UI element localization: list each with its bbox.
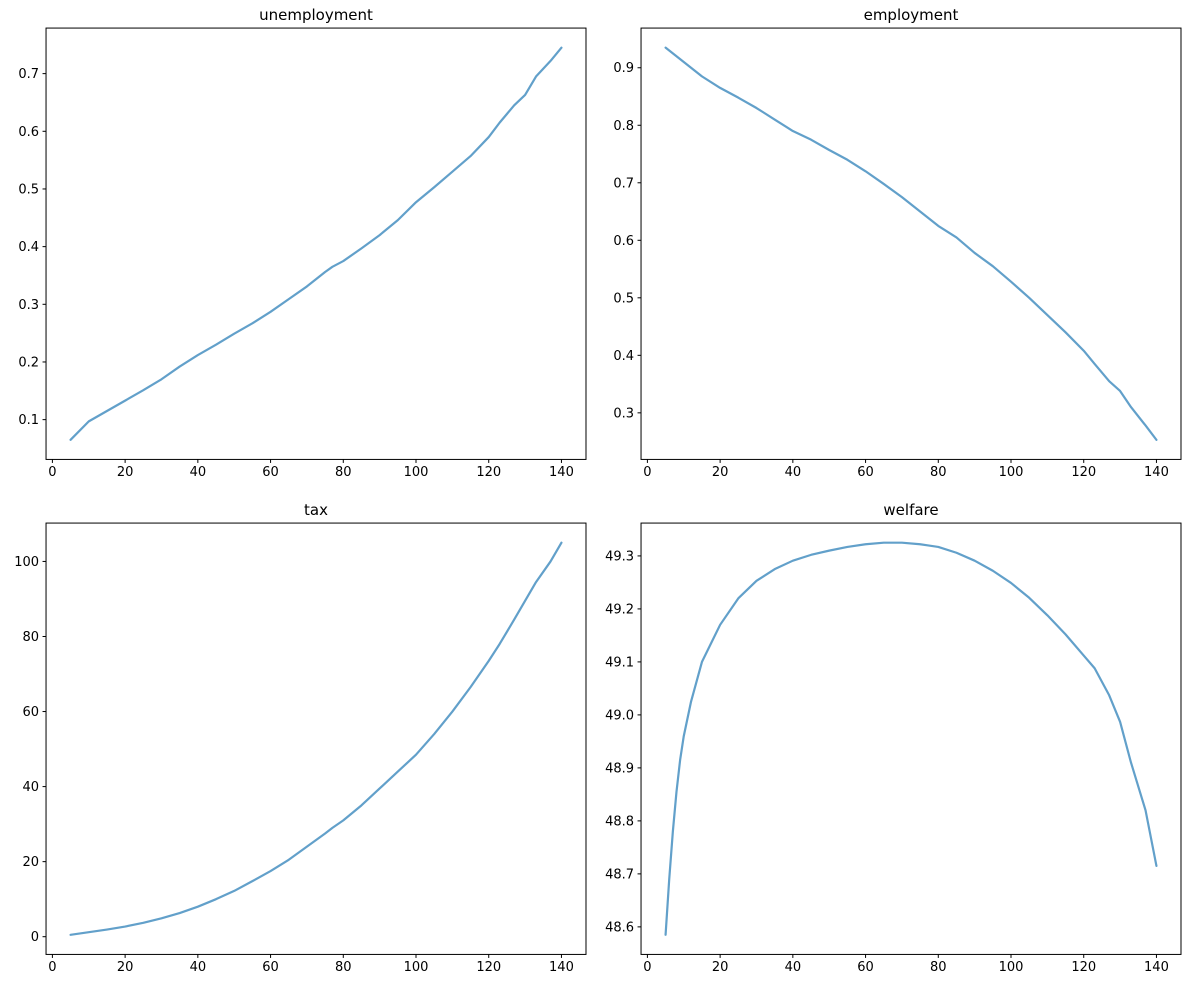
data-line-welfare <box>665 542 1156 934</box>
subplot-unemployment: unemployment 0 20 40 60 80 100 120 140 0.1 0.2 0.3… <box>0 0 595 495</box>
axes-frame <box>641 523 1181 954</box>
plot-area-tax: 0 20 40 60 80 100 120 140 0 20 40 60 80 100 <box>14 523 586 975</box>
y-tick-label: 40 <box>22 780 39 795</box>
x-tick-label: 60 <box>262 465 279 480</box>
y-tick-label: 0.3 <box>18 298 39 313</box>
x-tick-label: 140 <box>549 465 574 480</box>
x-tick-label: 100 <box>998 959 1023 974</box>
y-tick-label: 20 <box>22 855 39 870</box>
x-tick-label: 40 <box>190 959 207 974</box>
subplot-tax: tax 0 20 40 60 80 100 120 140 0 20 40 60 80 100 <box>0 495 595 990</box>
y-tick-label: 0 <box>31 930 39 945</box>
y-tick-label: 0.7 <box>613 176 634 191</box>
subplot-title-employment: employment <box>863 6 958 24</box>
y-tick-label: 0.6 <box>613 234 634 249</box>
x-tick-label: 20 <box>117 465 134 480</box>
y-tick-label: 100 <box>14 554 39 569</box>
y-tick-label: 0.6 <box>18 125 39 140</box>
subplot-title-welfare: welfare <box>883 501 938 519</box>
subplot-title-tax: tax <box>304 501 328 519</box>
x-tick-label: 120 <box>476 959 501 974</box>
x-tick-label: 100 <box>998 465 1023 480</box>
x-tick-label: 80 <box>335 959 352 974</box>
axes-frame <box>641 28 1181 459</box>
data-line-unemployment <box>71 48 562 440</box>
x-tick-label: 20 <box>117 959 134 974</box>
x-tick-label: 40 <box>784 465 801 480</box>
x-tick-label: 0 <box>48 465 56 480</box>
x-tick-label: 20 <box>711 465 728 480</box>
x-tick-label: 80 <box>930 959 947 974</box>
axes-frame <box>46 523 586 954</box>
y-tick-label: 60 <box>22 705 39 720</box>
x-tick-label: 60 <box>857 959 874 974</box>
subplot-canvas-unemployment: unemployment 0 20 40 60 80 100 120 140 0.1 0.2 0.3… <box>0 0 595 495</box>
y-tick-label: 49.1 <box>605 655 634 670</box>
x-tick-label: 0 <box>48 959 56 974</box>
y-tick-label: 48.8 <box>605 814 634 829</box>
y-tick-label: 0.4 <box>18 240 39 255</box>
x-tick-label: 60 <box>857 465 874 480</box>
y-tick-label: 49.2 <box>605 602 634 617</box>
y-tick-label: 0.3 <box>613 406 634 421</box>
x-tick-label: 140 <box>549 959 574 974</box>
x-tick-label: 40 <box>784 959 801 974</box>
y-tick-label: 49.0 <box>605 708 634 723</box>
y-tick-label: 0.5 <box>613 291 634 306</box>
plot-area-employment: 0 20 40 60 80 100 120 140 0.3 0.4 0.5 0.6 0.7 0.8 0.9 <box>613 28 1181 480</box>
x-tick-label: 140 <box>1144 465 1169 480</box>
y-tick-label: 0.9 <box>613 61 634 76</box>
y-tick-label: 0.8 <box>613 119 634 134</box>
x-tick-label: 80 <box>930 465 947 480</box>
x-tick-label: 40 <box>190 465 207 480</box>
x-tick-label: 20 <box>711 959 728 974</box>
axes-frame <box>46 28 586 459</box>
x-tick-label: 100 <box>404 465 429 480</box>
x-tick-label: 80 <box>335 465 352 480</box>
x-tick-label: 100 <box>404 959 429 974</box>
y-tick-label: 0.2 <box>18 355 39 370</box>
x-tick-label: 0 <box>643 465 651 480</box>
y-tick-label: 48.7 <box>605 867 634 882</box>
subplot-title-unemployment: unemployment <box>259 6 373 24</box>
y-tick-label: 48.9 <box>605 761 634 776</box>
subplot-welfare: welfare 0 20 40 60 80 100 120 140 48.6 48.7 48.8 48… <box>595 495 1189 990</box>
y-tick-label: 0.4 <box>613 349 634 364</box>
x-tick-label: 60 <box>262 959 279 974</box>
y-tick-label: 0.7 <box>18 67 39 82</box>
y-tick-label: 0.1 <box>18 413 39 428</box>
subplot-canvas-welfare: welfare 0 20 40 60 80 100 120 140 48.6 48.7 48.8 48… <box>595 495 1189 990</box>
subplot-canvas-tax: tax 0 20 40 60 80 100 120 140 0 20 40 60 80 100 <box>0 495 595 990</box>
x-tick-label: 120 <box>1071 465 1096 480</box>
plot-area-welfare: 0 20 40 60 80 100 120 140 48.6 48.7 48.8 48.9 49.0 49… <box>605 523 1181 975</box>
data-line-tax <box>71 542 562 934</box>
x-tick-label: 120 <box>1071 959 1096 974</box>
y-tick-label: 80 <box>22 629 39 644</box>
y-tick-label: 0.5 <box>18 182 39 197</box>
y-tick-label: 48.6 <box>605 920 634 935</box>
plot-area-unemployment: 0 20 40 60 80 100 120 140 0.1 0.2 0.3 0.4 0.5 0.6 0.7 <box>18 28 586 480</box>
x-tick-label: 0 <box>643 959 651 974</box>
subplot-employment: employment 0 20 40 60 80 100 120 140 0.3 0.4 0.5 0.… <box>595 0 1189 495</box>
x-tick-label: 120 <box>476 465 501 480</box>
x-tick-label: 140 <box>1144 959 1169 974</box>
subplot-canvas-employment: employment 0 20 40 60 80 100 120 140 0.3 0.4 0.5 0.… <box>595 0 1189 495</box>
data-line-employment <box>665 48 1156 440</box>
y-tick-label: 49.3 <box>605 549 634 564</box>
